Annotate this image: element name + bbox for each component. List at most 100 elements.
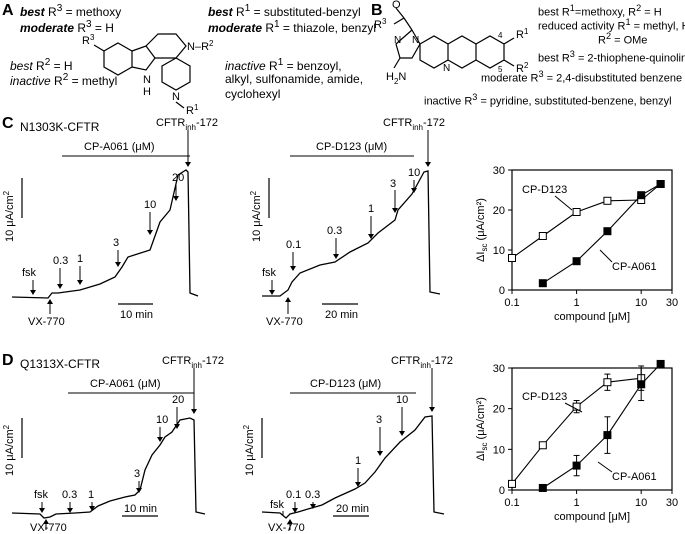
trace-d2-fsk: fsk: [270, 499, 285, 511]
sar-a-moderate-r1: moderate R1 = thiazole, benzyl: [208, 19, 376, 35]
x-axis-label: compound [μM]: [554, 511, 630, 523]
data-point-CP-A061: [603, 227, 612, 236]
y-tick-label: 10: [493, 444, 505, 456]
trace-c1-vx: VX-770: [28, 316, 65, 328]
trace-c2-scale-y: 10 μA/cm2: [249, 190, 263, 242]
dose-response-chart-d: 0 10 20 30 0.1 1 10 30 compound [μM] ΔIsc (μA/cm²…: [475, 359, 678, 523]
trace-c-title: N1303K-CFTR: [20, 120, 100, 134]
trace-d1-drug-label: CP-A061 (μM): [90, 378, 161, 390]
trace-c2-dose-4: 3: [390, 178, 396, 190]
x-tick-label: 1: [574, 297, 580, 309]
trace-d2-scale-y: 10 μA/cm2: [242, 424, 256, 476]
trace-c1-dose-4: 10: [144, 199, 156, 211]
series-label-CP-D123: CP-D123: [522, 391, 567, 403]
data-point-CP-A061: [538, 279, 547, 288]
data-point-CP-A061: [603, 431, 612, 440]
x-tick-label: 0.1: [504, 497, 519, 509]
sar-a-best-r1: best R1 = substituted-benzyl: [208, 3, 361, 19]
sar-a-inactive-r1-cont2: cyclohexyl: [225, 87, 281, 101]
panel-label-c: C: [2, 115, 14, 132]
data-point-CP-D123: [508, 254, 516, 262]
struct-a-r3: R3: [82, 33, 95, 47]
trace-c1-dose-5: 20: [172, 172, 184, 184]
trace-d1-vx: VX-770: [30, 522, 67, 534]
sar-b-reduced-r2: R2 = OMe: [598, 31, 648, 47]
trace-c2-dose-3: 1: [368, 203, 374, 215]
data-point-CP-D123: [538, 232, 547, 240]
trace-c2-dose-5: 10: [408, 167, 420, 179]
struct-b-r3: R3: [374, 17, 387, 31]
trace-d1-scale-x: 10 min: [124, 503, 157, 515]
x-tick-label: 10: [635, 297, 647, 309]
series-label-leader: [554, 195, 573, 211]
sar-a-best-r3: best R3 = methoxy: [20, 3, 122, 19]
trace-d2-vx: VX-770: [268, 522, 305, 534]
x-tick-label: 30: [666, 297, 678, 309]
y-tick-label: 20: [493, 404, 505, 416]
trace-c2-fsk: fsk: [262, 267, 277, 279]
trace-d1-dose-4: 10: [156, 414, 168, 426]
trace-d1-dose-3: 3: [134, 468, 140, 480]
data-point-CP-A061: [637, 380, 646, 389]
panel-label-d: D: [2, 352, 14, 369]
data-point-CP-A061: [656, 359, 665, 368]
trace-d1-dose-2: 1: [88, 489, 94, 501]
y-tick-label: 0: [499, 285, 505, 297]
trace-c2-inh-label: CFTRinh-172: [383, 117, 445, 132]
trace-d1-dose-5: 20: [172, 394, 184, 406]
sar-b-moderate-r3: moderate R3 = 2,4-disubstituted benzene: [481, 69, 683, 85]
data-point-CP-D123: [603, 196, 612, 205]
sar-a-inactive-r1: inactive R1 = benzoyl,: [225, 57, 342, 73]
trace-d2-dose-5: 10: [396, 394, 408, 406]
x-tick-label: 10: [635, 497, 647, 509]
trace-c1-dose-2: 1: [77, 253, 83, 265]
sar-a-best-r2: best R2 = H: [10, 57, 73, 73]
trace-d-title: Q1313X-CFTR: [20, 357, 100, 371]
data-point-CP-A061: [656, 180, 665, 188]
trace-c1-drug-label: CP-A061 (μM): [84, 141, 155, 153]
structure-b: [393, 7, 515, 69]
struct-a-indole-n: N: [143, 74, 151, 86]
x-tick-label: 30: [666, 497, 678, 509]
trace-c2: CP-D123 (μM) CFTRinh-172 10 μA/cm2 20 mi…: [249, 117, 445, 328]
chart-frame: [511, 367, 673, 491]
x-axis-label: compound [μM]: [554, 311, 630, 323]
chart-frame: [511, 169, 673, 291]
sar-a-inactive-r2: inactive R2 = methyl: [10, 72, 118, 88]
trace-d2-dose-1: 0.1: [286, 489, 301, 501]
trace-c1-scale-y: 10 μA/cm2: [2, 190, 16, 242]
panel-label-b: B: [371, 2, 383, 19]
trace-c2-drug-label: CP-D123 (μM): [316, 141, 387, 153]
trace-c1-dose-1: 0.3: [53, 255, 68, 267]
data-point-CP-D123: [572, 402, 581, 411]
y-tick-label: 0: [499, 485, 505, 497]
sar-a-moderate-r3: moderate R3 = H: [20, 19, 114, 35]
trace-c1-inh-label: CFTRinh-172: [156, 117, 218, 132]
sar-b-inactive-r3: inactive R3 = pyridine, substituted-benz…: [424, 92, 672, 108]
struct-b-r1: R1: [516, 27, 529, 41]
struct-a-pip-n: N: [172, 91, 180, 103]
struct-a-n2: N–R2: [187, 39, 214, 53]
y-axis-label: ΔIsc (μA/cm²): [475, 198, 489, 262]
data-point-CP-A061: [572, 257, 581, 266]
trace-d2-drug-label: CP-D123 (μM): [310, 378, 381, 390]
data-point-CP-A061: [538, 483, 547, 492]
structure-a: [93, 33, 191, 91]
sar-a-inactive-r1-cont: alkyl, sulfonamide, amide,: [225, 72, 364, 86]
y-tick-label: 10: [493, 245, 505, 257]
data-point-CP-D123: [508, 479, 516, 488]
sar-b-best-r1r2: best R1=methoxy, R2 = H: [538, 3, 662, 19]
data-point-CP-D123: [603, 378, 612, 387]
trace-c2-dose-2: 0.3: [327, 225, 342, 237]
struct-b-n1: N: [394, 35, 401, 46]
y-tick-label: 20: [493, 205, 505, 217]
struct-a-r1: R1: [186, 103, 199, 117]
y-tick-label: 30: [493, 363, 505, 375]
struct-b-pos5: 5: [498, 65, 503, 74]
trace-d1-dose-1: 0.3: [62, 489, 77, 501]
sar-b-reduced-r1: reduced activity R1 = methyl, H;: [538, 17, 685, 33]
trace-d2: CP-D123 (μM) CFTRinh-172 10 μA/cm2 20 mi…: [242, 355, 453, 534]
trace-c1-dose-3: 3: [113, 237, 119, 249]
trace-d1-scale-y: 10 μA/cm2: [2, 424, 16, 476]
